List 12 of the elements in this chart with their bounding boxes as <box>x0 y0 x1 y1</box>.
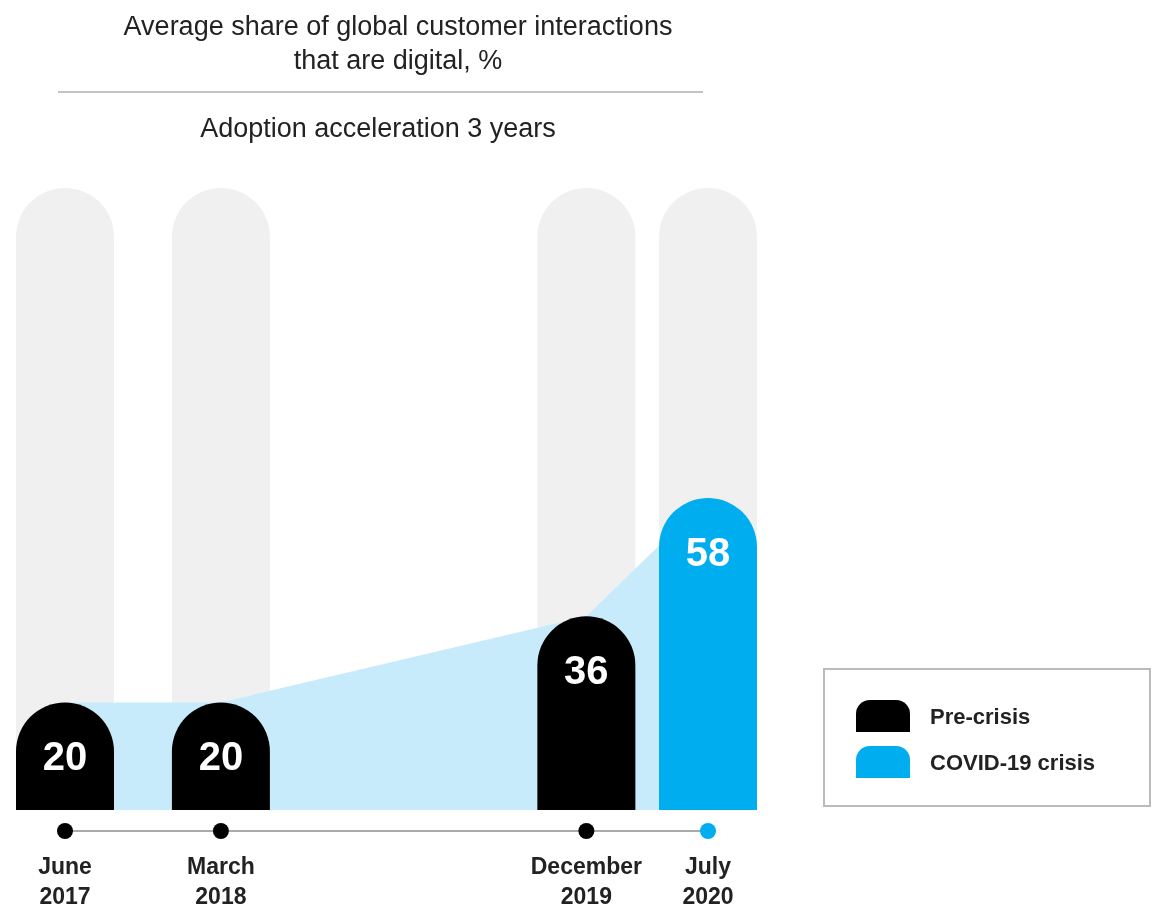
legend-label: COVID-19 crisis <box>930 750 1096 775</box>
data-label: 36 <box>564 648 609 693</box>
chart-title: Average share of global customer interactions that are digital, % <box>123 11 673 75</box>
legend-label: Pre-crisis <box>930 704 1031 729</box>
x-tick-label: March 2018 <box>187 853 255 909</box>
chart-subtitle: Adoption acceleration 3 years <box>200 113 556 143</box>
x-tick-label: December 2019 <box>530 853 643 909</box>
data-label: 20 <box>198 734 244 779</box>
data-label: 20 <box>42 734 88 779</box>
data-label: 58 <box>685 530 731 574</box>
x-tick-label: July 2020 <box>682 853 734 909</box>
x-tick-label: June 2017 <box>38 853 92 909</box>
